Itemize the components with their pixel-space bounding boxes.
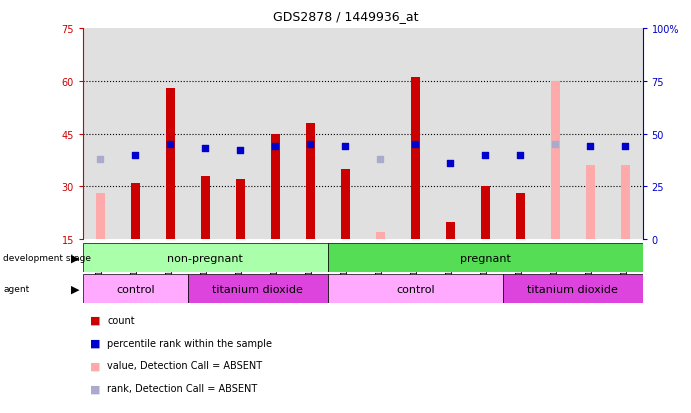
- Bar: [83, 275, 188, 304]
- Point: [410, 142, 421, 148]
- Bar: [96, 194, 105, 240]
- Point: [95, 156, 106, 163]
- Bar: [201, 176, 210, 240]
- Point: [305, 142, 316, 148]
- Bar: [551, 82, 560, 240]
- Text: control: control: [396, 284, 435, 294]
- Bar: [446, 222, 455, 240]
- Point: [480, 152, 491, 159]
- Point: [515, 152, 526, 159]
- Text: ■: ■: [90, 361, 100, 370]
- Bar: [341, 169, 350, 240]
- Bar: [328, 275, 503, 304]
- Text: ■: ■: [90, 338, 100, 348]
- Bar: [83, 244, 328, 273]
- Text: pregnant: pregnant: [460, 253, 511, 263]
- Text: ■: ■: [90, 383, 100, 393]
- Point: [340, 144, 351, 150]
- Text: rank, Detection Call = ABSENT: rank, Detection Call = ABSENT: [107, 383, 257, 393]
- Point: [269, 144, 281, 150]
- Text: titanium dioxide: titanium dioxide: [212, 284, 303, 294]
- Bar: [131, 183, 140, 240]
- Point: [200, 146, 211, 152]
- Text: ■: ■: [90, 315, 100, 325]
- Bar: [306, 124, 314, 240]
- Text: titanium dioxide: titanium dioxide: [527, 284, 618, 294]
- Bar: [236, 180, 245, 240]
- Point: [620, 144, 631, 150]
- Text: ▶: ▶: [71, 253, 79, 263]
- Bar: [328, 244, 643, 273]
- Bar: [411, 78, 419, 240]
- Point: [549, 142, 560, 148]
- Point: [130, 152, 141, 159]
- Text: agent: agent: [3, 285, 30, 294]
- Bar: [376, 233, 385, 240]
- Point: [445, 160, 456, 167]
- Bar: [586, 166, 594, 240]
- Text: value, Detection Call = ABSENT: value, Detection Call = ABSENT: [107, 361, 262, 370]
- Bar: [271, 134, 280, 240]
- Point: [375, 156, 386, 163]
- Bar: [621, 166, 630, 240]
- Text: ▶: ▶: [71, 284, 79, 294]
- Bar: [188, 275, 328, 304]
- Text: development stage: development stage: [3, 254, 91, 263]
- Point: [235, 148, 246, 154]
- Text: count: count: [107, 315, 135, 325]
- Bar: [166, 89, 175, 240]
- Text: GDS2878 / 1449936_at: GDS2878 / 1449936_at: [273, 10, 418, 23]
- Bar: [481, 187, 490, 240]
- Text: control: control: [116, 284, 155, 294]
- Text: non-pregnant: non-pregnant: [167, 253, 243, 263]
- Bar: [515, 194, 524, 240]
- Bar: [503, 275, 643, 304]
- Point: [165, 142, 176, 148]
- Point: [585, 144, 596, 150]
- Text: percentile rank within the sample: percentile rank within the sample: [107, 338, 272, 348]
